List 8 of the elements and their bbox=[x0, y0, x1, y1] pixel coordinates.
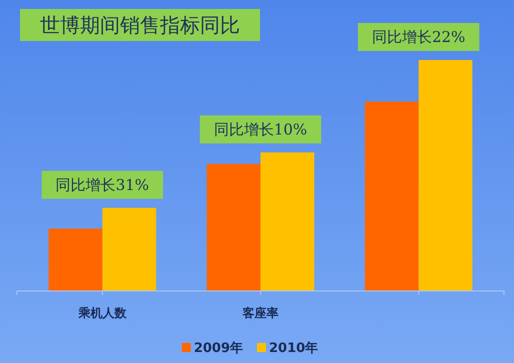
x-tick-label: 乘机人数 bbox=[77, 306, 128, 320]
annotation: 同比增长31% bbox=[56, 176, 150, 194]
legend-label: 2009年 bbox=[194, 341, 243, 356]
x-tick-label: 客座率 bbox=[242, 306, 278, 320]
chart-title: 世博期间销售指标同比 bbox=[40, 13, 240, 37]
annotation: 同比增长10% bbox=[214, 120, 308, 138]
legend-label: 2010年 bbox=[269, 341, 318, 356]
text: 同比增长22% bbox=[372, 28, 466, 46]
